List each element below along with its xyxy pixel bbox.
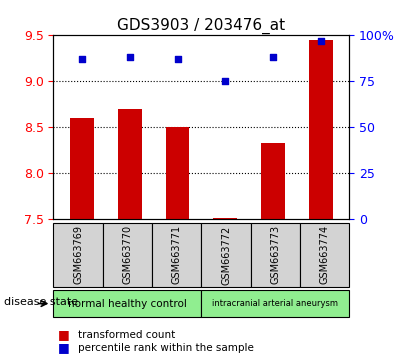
Bar: [309, 40, 332, 219]
Text: GSM663774: GSM663774: [320, 225, 330, 285]
Bar: [70, 118, 94, 219]
Text: GSM663771: GSM663771: [172, 225, 182, 285]
Bar: [213, 218, 237, 219]
Point: [127, 55, 133, 60]
Bar: [261, 143, 285, 219]
Point: [270, 55, 276, 60]
Point: [317, 38, 324, 44]
Point: [174, 57, 181, 62]
Text: GSM663772: GSM663772: [221, 225, 231, 285]
Text: GSM663770: GSM663770: [122, 225, 132, 285]
Text: ■: ■: [58, 328, 69, 341]
Text: GSM663769: GSM663769: [73, 225, 83, 284]
Text: disease state: disease state: [4, 297, 78, 307]
Point: [222, 79, 229, 84]
Text: intracranial arterial aneurysm: intracranial arterial aneurysm: [212, 299, 338, 308]
Bar: [166, 127, 189, 219]
Text: normal healthy control: normal healthy control: [68, 298, 187, 309]
Text: percentile rank within the sample: percentile rank within the sample: [78, 343, 254, 353]
Bar: [118, 109, 142, 219]
Point: [79, 57, 85, 62]
Title: GDS3903 / 203476_at: GDS3903 / 203476_at: [117, 18, 286, 34]
Text: transformed count: transformed count: [78, 330, 175, 339]
Text: ■: ■: [58, 341, 69, 354]
Text: GSM663773: GSM663773: [270, 225, 280, 285]
